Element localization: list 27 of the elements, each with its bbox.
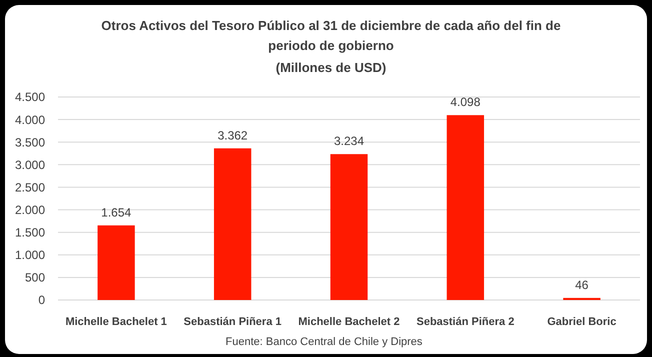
data-label: 3.234: [334, 134, 364, 148]
chart-title: Otros Activos del Tesoro Público al 31 de diciembre de cada año del fin de periodo de gobierno: [101, 18, 561, 53]
data-label: 1.654: [101, 205, 132, 220]
bar: [446, 115, 484, 300]
chart-subtitle: (Millones de USD): [276, 60, 386, 75]
y-tick-label: 500: [24, 270, 46, 285]
x-tick-label: Michelle Bachelet 1: [65, 316, 167, 328]
y-tick-label: 2.500: [14, 180, 46, 194]
y-tick-label: 1.500: [14, 226, 46, 240]
data-label: 46: [575, 278, 589, 292]
y-tick-label: 0: [38, 293, 46, 308]
x-tick-label: Sebastián Piñera 1: [184, 316, 282, 328]
x-tick-label: Sebastián Piñera 2: [416, 316, 514, 328]
bar: [330, 154, 368, 300]
y-tick-label: 2.000: [14, 202, 46, 217]
x-tick-label: Gabriel Boric: [547, 316, 616, 328]
y-tick-label: 4.500: [14, 90, 46, 104]
bar: [214, 148, 252, 300]
y-tick-label: 1.000: [14, 248, 46, 262]
y-tick-label: 3.500: [14, 135, 46, 150]
data-label: 4.098: [450, 95, 481, 110]
y-tick-label: 3.000: [14, 158, 46, 172]
source-note: Fuente: Banco Central de Chile y Dipres: [226, 336, 423, 348]
y-tick-label: 4.000: [14, 112, 46, 127]
x-tick-label: Michelle Bachelet 2: [298, 316, 400, 328]
data-label: 3.362: [218, 128, 248, 142]
bar: [98, 225, 135, 300]
